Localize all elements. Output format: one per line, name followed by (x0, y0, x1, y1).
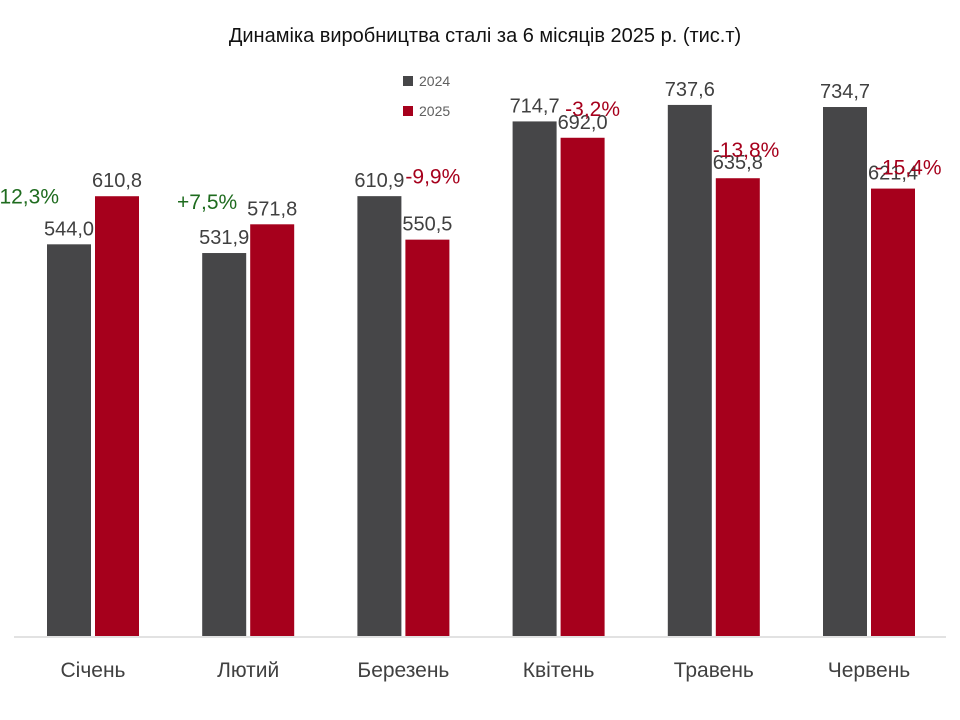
value-label-2025-5: 635,8 (713, 152, 763, 174)
bar-2025-5 (715, 178, 760, 636)
value-label-2025-4: 692,0 (558, 112, 608, 134)
bar-2024-1 (47, 244, 91, 636)
change-label-5: -13,8% (713, 139, 780, 162)
legend: 2024 2025 (403, 73, 450, 119)
category-label-3: Березень (357, 659, 449, 682)
value-label-2024-1: 544,0 (44, 218, 94, 240)
bar-2025-3 (405, 239, 450, 636)
bar-2024-5 (667, 104, 712, 637)
legend-label-2024: 2024 (419, 73, 450, 89)
value-label-2024-6: 734,7 (820, 81, 870, 103)
change-label-4: -3,2% (565, 98, 620, 121)
value-label-2025-3: 550,5 (402, 214, 452, 236)
labels-group: 544,0 610,8 +12,3% 531,9 571,8 +7,5% 610,9 550,… (0, 79, 942, 249)
category-label-6: Червень (828, 659, 911, 682)
bars-group (47, 104, 915, 637)
bar-2024-6 (823, 107, 867, 637)
category-label-5: Травень (674, 659, 754, 682)
bar-2025-6 (871, 188, 915, 637)
chart-title: Динаміка виробництва сталі за 6 місяців … (229, 25, 741, 47)
value-label-2025-2: 571,8 (247, 198, 297, 220)
value-label-2024-3: 610,9 (354, 170, 404, 192)
change-label-1: +12,3% (0, 185, 59, 208)
value-label-2025-6: 621,4 (868, 163, 918, 185)
category-labels: Січень Лютий Березень Квітень Травень Червень (61, 659, 911, 682)
category-label-2: Лютий (217, 659, 279, 682)
legend-swatch-2025 (403, 106, 413, 116)
bar-2025-2 (250, 224, 295, 636)
value-label-2024-2: 531,9 (199, 227, 249, 249)
value-label-2025-1: 610,8 (92, 170, 142, 192)
category-label-4: Квітень (523, 659, 595, 682)
bar-2024-2 (202, 253, 247, 637)
bar-2025-4 (560, 137, 605, 636)
legend-label-2025: 2025 (419, 103, 450, 119)
value-label-2024-4: 714,7 (510, 95, 560, 117)
bar-2024-3 (357, 196, 402, 637)
change-label-2: +7,5% (177, 191, 237, 214)
bar-2024-4 (512, 121, 557, 636)
change-label-6: -15,4% (875, 157, 942, 180)
change-label-3: -9,9% (405, 166, 460, 189)
bar-2025-1 (95, 196, 139, 636)
value-label-2024-5: 737,6 (665, 79, 715, 101)
category-label-1: Січень (61, 659, 126, 682)
legend-swatch-2024 (403, 76, 413, 86)
